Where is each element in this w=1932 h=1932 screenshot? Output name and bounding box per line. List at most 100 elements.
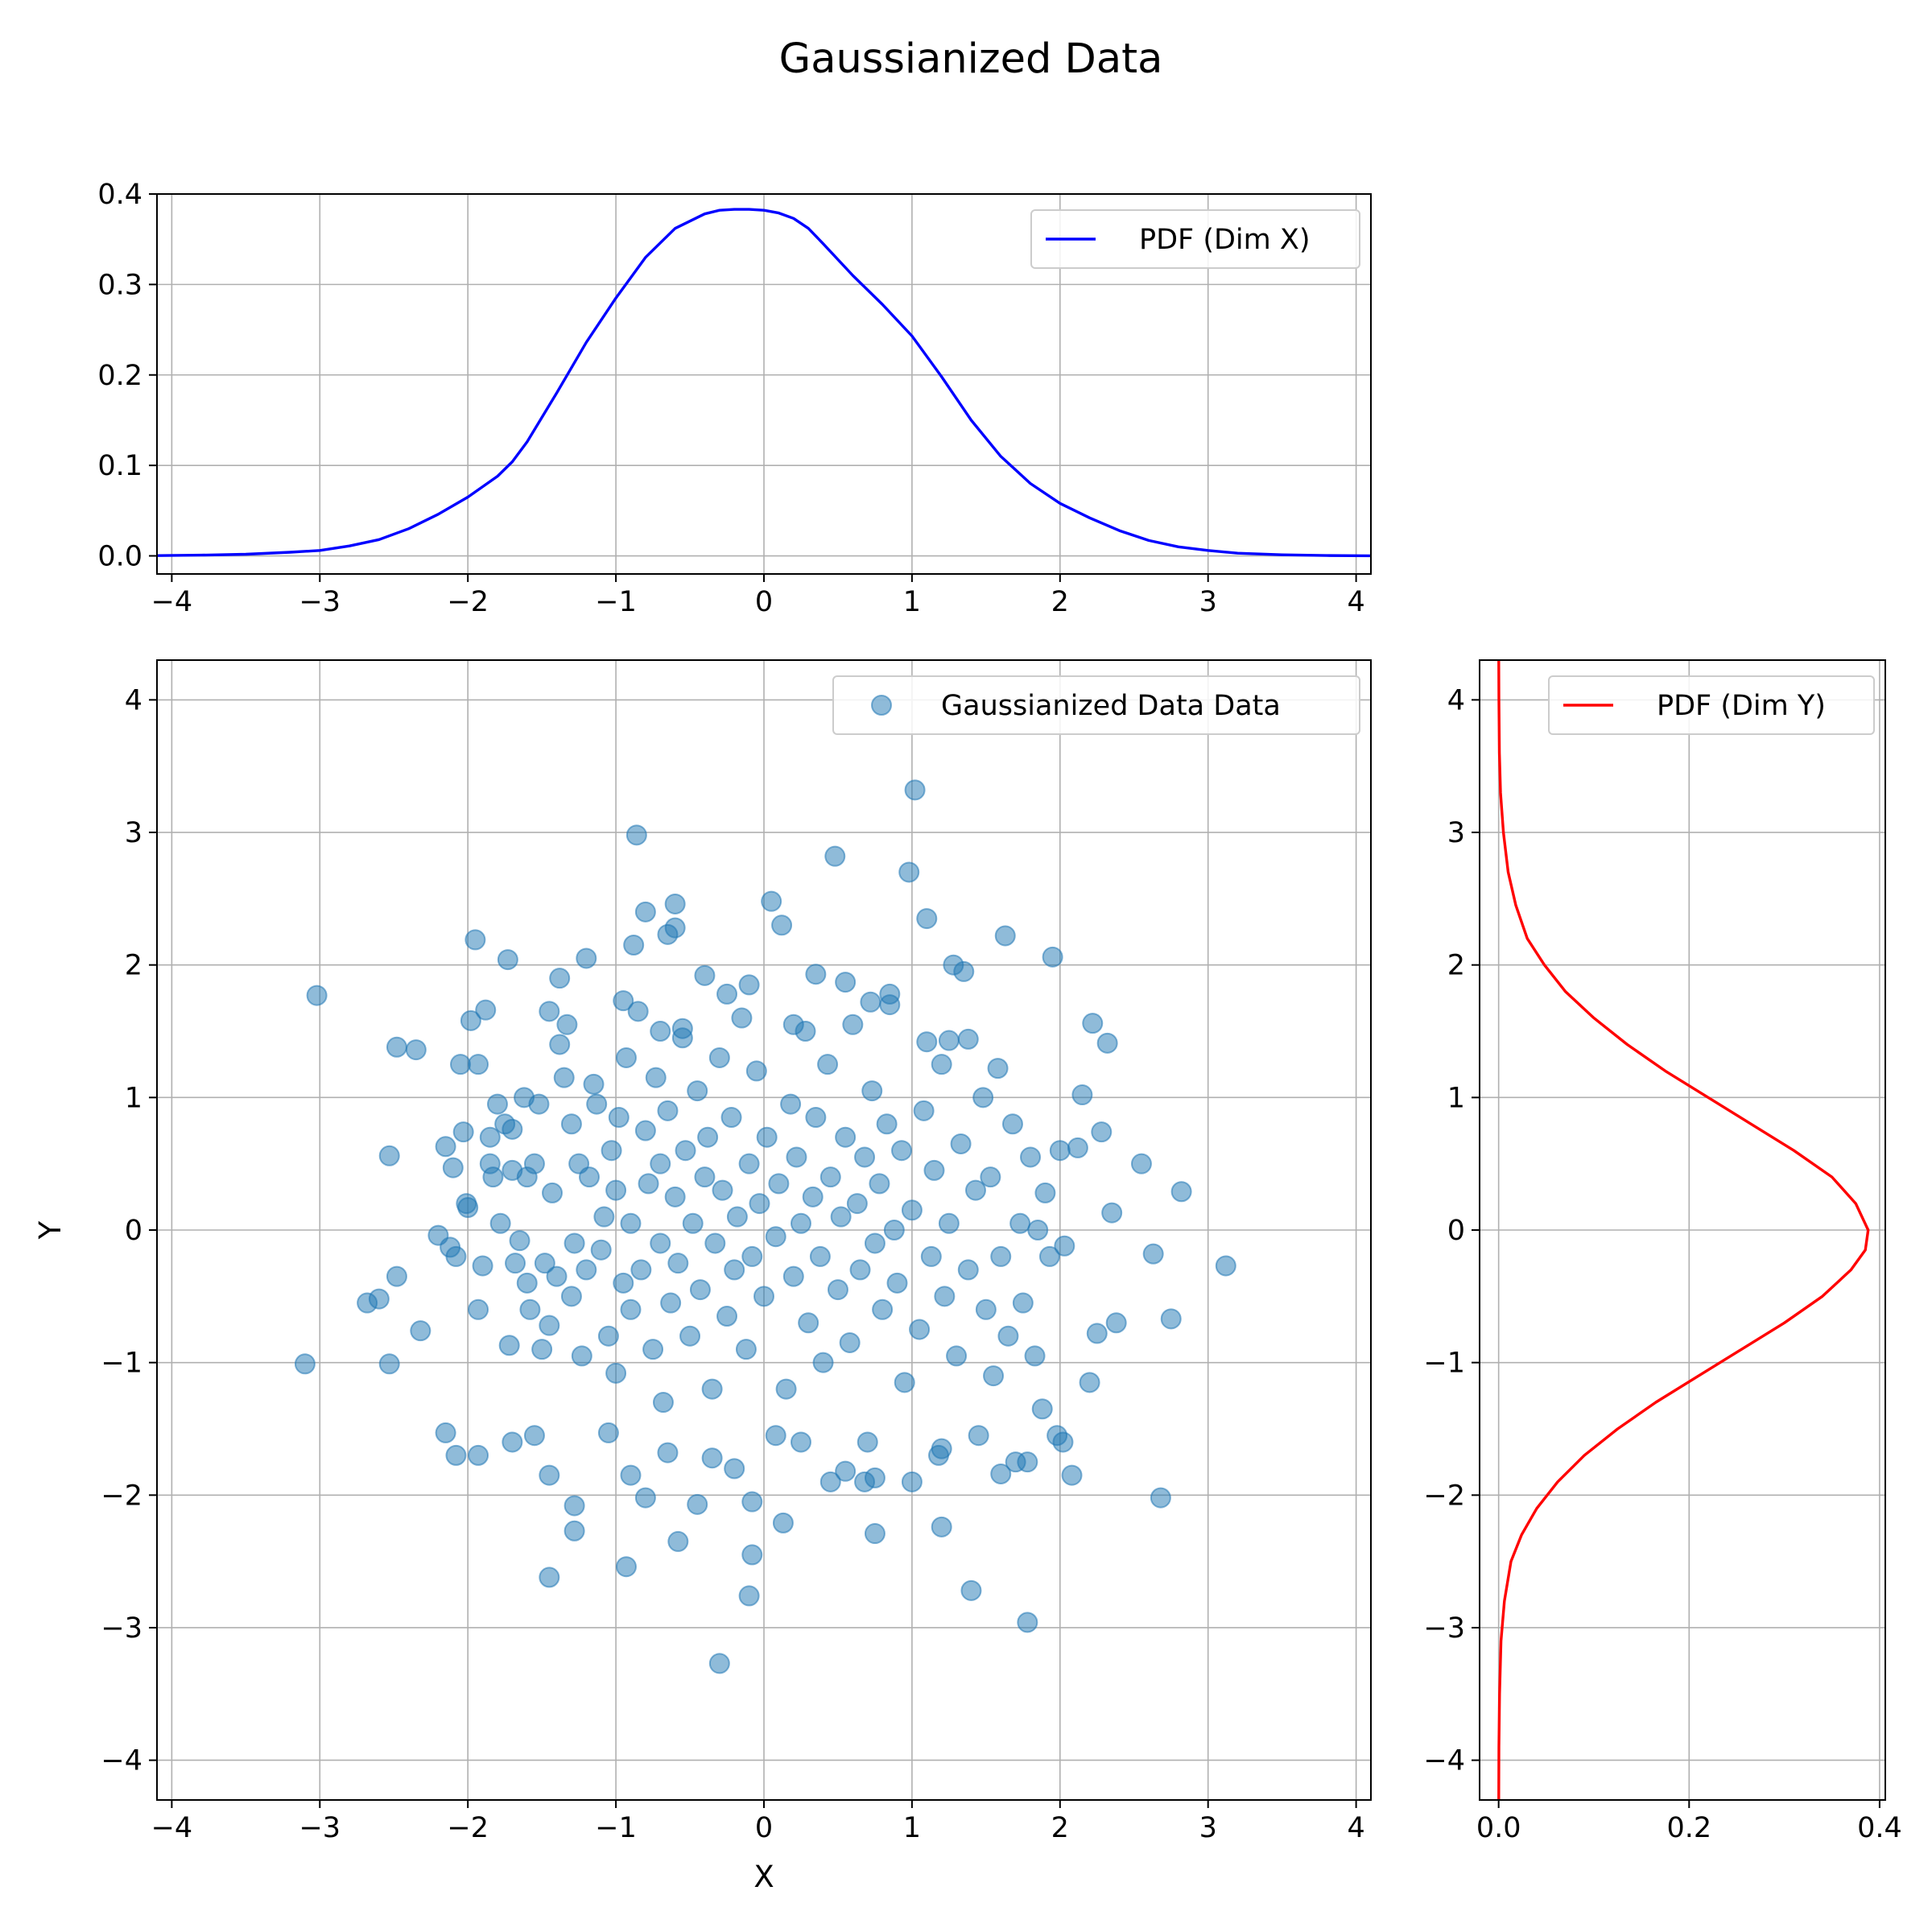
- scatter-point: [1052, 1431, 1074, 1453]
- right-ytick-label: −2: [1423, 1480, 1465, 1512]
- scatter-point: [460, 1009, 481, 1031]
- scatter-point: [519, 1298, 541, 1320]
- scatter-point: [1071, 1084, 1093, 1106]
- scatter-point: [968, 1425, 989, 1447]
- scatter-point: [682, 1212, 704, 1234]
- scatter-point: [798, 1312, 819, 1334]
- scatter-point: [1009, 1212, 1031, 1234]
- scatter-point: [812, 1352, 834, 1373]
- scatter-point: [435, 1136, 456, 1158]
- scatter-point: [842, 1013, 864, 1035]
- scatter-point: [502, 1431, 523, 1453]
- scatter-point: [475, 999, 497, 1021]
- scatter-point: [445, 1245, 467, 1267]
- scatter-point: [920, 1245, 942, 1267]
- scatter-point: [768, 1173, 790, 1195]
- scatter-point: [564, 1232, 585, 1254]
- scatter-point: [883, 1220, 905, 1241]
- scatter-point: [1160, 1308, 1182, 1330]
- main-y-axis-title: Y: [33, 1220, 68, 1240]
- scatter-point: [891, 1140, 913, 1162]
- scatter-point: [625, 824, 647, 846]
- scatter-point: [761, 890, 782, 912]
- scatter-point: [830, 1206, 852, 1228]
- scatter-point: [765, 1226, 786, 1248]
- scatter-point: [435, 1422, 456, 1443]
- scatter-point: [634, 1487, 656, 1509]
- scatter-point: [445, 1444, 467, 1466]
- scatter-point: [990, 1245, 1012, 1267]
- scatter-point: [368, 1288, 390, 1310]
- top-xtick-label: 1: [903, 586, 921, 618]
- top-xtick-label: −4: [151, 586, 193, 618]
- top-ytick-label: 0.0: [97, 541, 142, 573]
- scatter-point: [597, 1325, 619, 1347]
- right-legend: PDF (Dim Y): [1548, 675, 1875, 735]
- scatter-point: [679, 1325, 701, 1347]
- scatter-point: [898, 861, 920, 883]
- scatter-point: [523, 1153, 545, 1174]
- scatter-point: [1091, 1121, 1113, 1143]
- scatter-point: [671, 1018, 693, 1039]
- scatter-point: [638, 1173, 659, 1195]
- right-ytick-label: −4: [1423, 1745, 1465, 1777]
- scatter-point: [980, 1166, 1001, 1188]
- main-xtick-label: −2: [447, 1812, 489, 1844]
- main-ytick-label: −4: [101, 1745, 142, 1777]
- scatter-point: [498, 1335, 520, 1356]
- scatter-point: [564, 1520, 585, 1542]
- scatter-point: [894, 1372, 915, 1393]
- scatter-point: [964, 1179, 986, 1201]
- top-ytick-label: 0.2: [97, 360, 142, 392]
- scatter-point: [1067, 1137, 1088, 1158]
- scatter-point: [1024, 1345, 1046, 1367]
- top-legend-box: [1030, 209, 1360, 269]
- scatter-point: [482, 1166, 504, 1188]
- main-axes: −4 −3 −2 −1 0 1 2 3 4 −4 −3 −2 −1 0 1 2 3 4 X Y Gaussianized…: [33, 659, 1372, 1894]
- scatter-point: [1031, 1398, 1053, 1420]
- scatter-point: [697, 1126, 719, 1148]
- top-xtick-label: 2: [1051, 586, 1069, 618]
- scatter-point: [1150, 1487, 1171, 1509]
- scatter-point: [539, 1001, 560, 1022]
- scatter-point: [975, 1298, 997, 1320]
- right-ytick-label: −3: [1423, 1612, 1465, 1645]
- scatter-point: [1130, 1153, 1152, 1174]
- main-ytick-label: 4: [125, 684, 142, 716]
- main-ytick-label: 0: [125, 1215, 142, 1247]
- scatter-point: [642, 1339, 664, 1360]
- scatter-point: [528, 1093, 550, 1115]
- right-ytick-label: 0: [1447, 1215, 1465, 1247]
- scatter-point: [583, 1073, 605, 1095]
- scatter-point: [687, 1493, 708, 1515]
- top-xtick-label: −1: [595, 586, 637, 618]
- scatter-point: [623, 935, 645, 956]
- scatter-point: [782, 1013, 804, 1035]
- scatter-point: [613, 1272, 634, 1294]
- top-xtick-label: 4: [1347, 586, 1364, 618]
- scatter-point: [497, 949, 518, 971]
- scatter-point: [549, 1034, 571, 1055]
- right-ytick-label: 2: [1447, 950, 1465, 982]
- main-xtick-label: −3: [299, 1812, 341, 1844]
- scatter-point: [1054, 1235, 1075, 1257]
- top-xtick-label: 3: [1199, 586, 1217, 618]
- scatter-point: [790, 1431, 811, 1453]
- scatter-point: [509, 1230, 530, 1252]
- scatter-point: [578, 1166, 600, 1188]
- scatter-point: [854, 1146, 876, 1168]
- scatter-point: [879, 983, 901, 1005]
- scatter-point: [716, 1306, 738, 1327]
- scatter-point: [849, 1259, 871, 1281]
- right-pdf-line: [1497, 660, 1870, 1800]
- scatter-point: [805, 964, 827, 985]
- scatter-point: [886, 1272, 908, 1294]
- scatter-point: [775, 1378, 797, 1400]
- scatter-point: [972, 1087, 994, 1108]
- scatter-point: [756, 1126, 778, 1148]
- scatter-point: [704, 1232, 726, 1254]
- scatter-point: [650, 1153, 671, 1174]
- scatter-point: [802, 1186, 824, 1208]
- scatter-point: [720, 1107, 742, 1129]
